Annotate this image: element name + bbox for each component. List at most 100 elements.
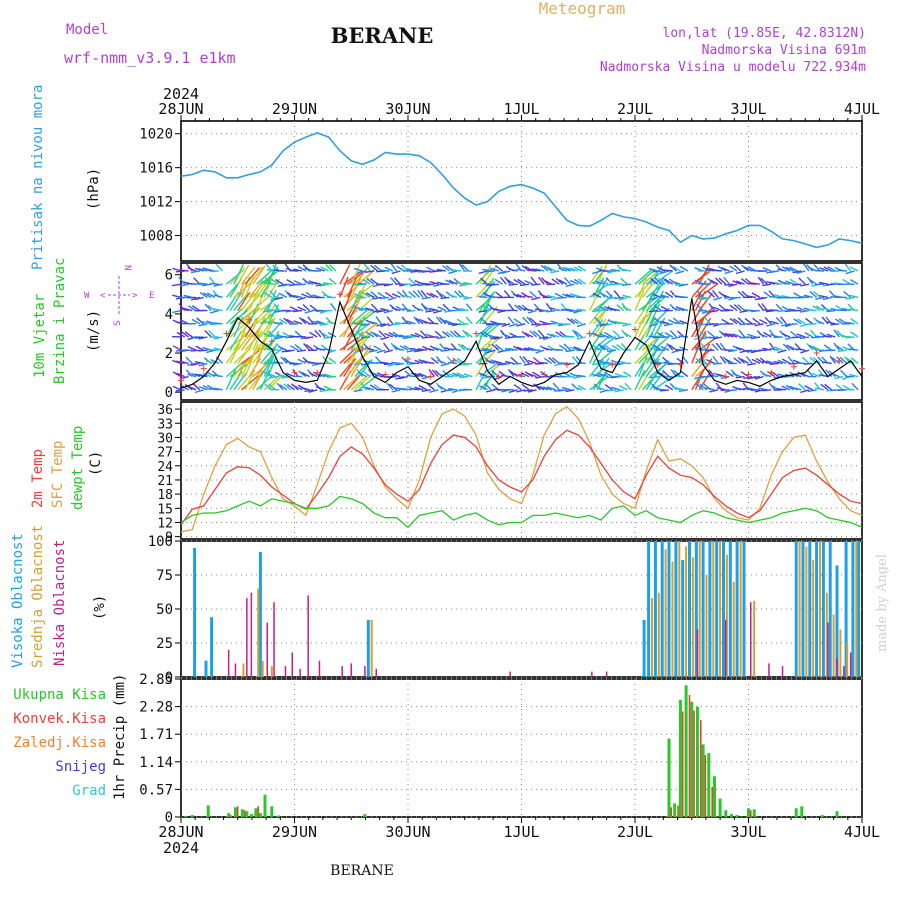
wind-arrow bbox=[266, 372, 276, 378]
wind-arrow bbox=[820, 383, 829, 391]
wind-arrow bbox=[252, 361, 270, 378]
wind-arrow bbox=[850, 357, 859, 364]
wind-arrow bbox=[417, 348, 427, 351]
wind-arrow bbox=[554, 292, 564, 299]
model-name: wrf-nmm_v3.9.1 e1km bbox=[64, 49, 236, 67]
wind-gust-marker bbox=[518, 371, 525, 378]
cloud-high-bar bbox=[735, 541, 739, 677]
wind-arrow bbox=[623, 371, 632, 378]
wind-arrow bbox=[675, 387, 685, 391]
wind-arrow bbox=[190, 349, 200, 352]
wind-arrow bbox=[176, 331, 186, 338]
wind-arrow bbox=[781, 385, 791, 391]
wind-arrow bbox=[273, 302, 280, 312]
wind-arrow bbox=[622, 268, 632, 272]
wind-arrow bbox=[293, 268, 303, 272]
cloud-mid-bar bbox=[819, 541, 821, 677]
wind-arrow bbox=[304, 336, 314, 340]
wind-arrow bbox=[815, 296, 825, 300]
wind-arrow bbox=[729, 304, 738, 312]
wind-arrow bbox=[255, 342, 266, 364]
cloud-high-bar bbox=[674, 541, 678, 677]
wind-arrow bbox=[195, 345, 205, 351]
wind-arrow bbox=[599, 333, 609, 338]
wind-arrow bbox=[393, 277, 401, 285]
wind-arrow bbox=[461, 264, 469, 272]
wind-arrow bbox=[825, 369, 833, 378]
wind-arrow bbox=[538, 336, 549, 339]
cloud-high-bar bbox=[828, 541, 832, 677]
wind-arrow bbox=[489, 336, 499, 340]
wind-arrow bbox=[842, 278, 851, 285]
wind-arrow bbox=[486, 349, 496, 354]
wind-arrow bbox=[604, 331, 613, 338]
wind-arrow bbox=[766, 360, 776, 365]
wind-arrow bbox=[731, 296, 741, 299]
y-tick-label: 0 bbox=[165, 385, 173, 401]
wind-arrow bbox=[543, 279, 553, 285]
wind-arrow bbox=[829, 355, 836, 364]
y-tick-label: 0 bbox=[165, 810, 173, 826]
wind-arrow bbox=[660, 305, 670, 312]
wind-arrow bbox=[732, 333, 742, 338]
wind-arrow bbox=[592, 345, 602, 351]
wind-arrow bbox=[758, 387, 768, 391]
wind-arrow bbox=[350, 263, 361, 285]
wind-arrow bbox=[840, 369, 848, 378]
wind-arrow bbox=[297, 296, 307, 301]
wind-arrow bbox=[664, 332, 674, 338]
wind-arrow bbox=[440, 296, 450, 300]
wind-arrow bbox=[185, 356, 193, 364]
wind-arrow bbox=[743, 349, 753, 353]
cloud-mid-bar bbox=[242, 663, 245, 677]
wind-arrow bbox=[600, 344, 609, 351]
wind-arrow bbox=[361, 386, 371, 391]
wind-arrow bbox=[798, 277, 806, 285]
wind-arrow bbox=[592, 373, 602, 378]
precip-convective-bar bbox=[681, 711, 684, 817]
wind-arrow bbox=[448, 270, 458, 275]
wind-arrow bbox=[675, 375, 685, 378]
wind-arrow bbox=[543, 265, 553, 272]
wind-arrow bbox=[361, 362, 371, 366]
wind-arrow bbox=[761, 303, 768, 312]
wind-arrow bbox=[293, 279, 303, 285]
cloud-low-bar bbox=[591, 671, 593, 677]
wind-gust-marker bbox=[722, 373, 729, 380]
wind-arrow bbox=[319, 283, 329, 287]
wind-arrow bbox=[410, 347, 420, 351]
wind-arrow bbox=[813, 290, 821, 298]
wind-arrow bbox=[263, 291, 273, 298]
wind-arrow bbox=[819, 267, 829, 272]
wind-arrow bbox=[648, 268, 658, 272]
wind-arrow bbox=[248, 290, 259, 311]
model-elevation-text: Nadmorska Visina u modelu 722.934m bbox=[600, 60, 866, 75]
bottom-day-label: 3JUL bbox=[730, 823, 766, 841]
wind-arrow bbox=[701, 336, 711, 340]
wind-arrow bbox=[697, 323, 707, 327]
wind-arrow bbox=[391, 323, 401, 326]
wind-arrow bbox=[497, 270, 507, 275]
cloud-low-bar bbox=[307, 595, 309, 677]
wind-arrow bbox=[638, 268, 656, 285]
year-bottom: 2024 bbox=[163, 839, 199, 857]
wind-arrow bbox=[835, 344, 844, 351]
wind-arrow bbox=[277, 335, 287, 338]
wind-arrow bbox=[799, 309, 810, 313]
wind-arrow bbox=[760, 277, 768, 285]
wind-arrow bbox=[289, 335, 299, 338]
wind-arrow bbox=[308, 389, 318, 393]
cloud-high-bar bbox=[193, 547, 197, 677]
precip-ticks: 0 0.57 1.14 1.71 2.28 2.85 bbox=[139, 672, 181, 826]
wind-arrow bbox=[554, 348, 564, 351]
wind-arrow bbox=[821, 316, 829, 325]
wind-arrow bbox=[448, 373, 458, 378]
wind-arrow bbox=[839, 356, 848, 364]
wind-arrow bbox=[650, 278, 659, 285]
wind-arrow bbox=[408, 277, 416, 285]
wind-arrow bbox=[402, 336, 412, 340]
wind-arrow bbox=[713, 336, 723, 340]
wind-arrow bbox=[824, 383, 833, 391]
y-tick-label: 50 bbox=[156, 602, 173, 618]
wind-arrow bbox=[733, 318, 742, 325]
